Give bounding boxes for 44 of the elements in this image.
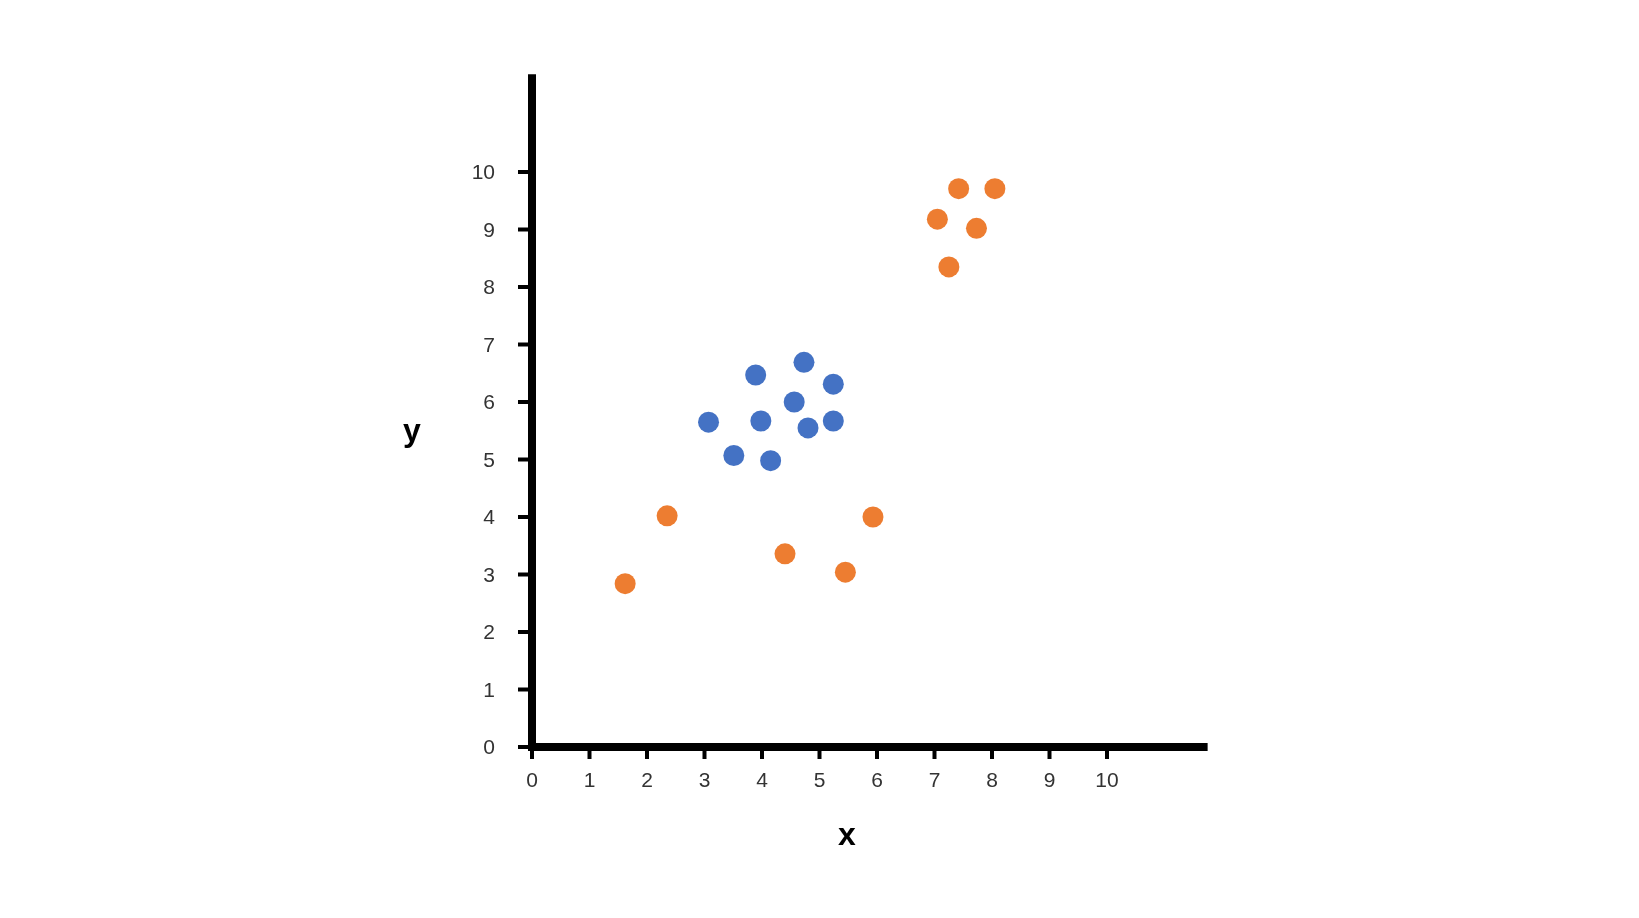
point xyxy=(745,364,767,386)
point xyxy=(926,208,948,230)
y-tick-label: 8 xyxy=(483,275,495,299)
point xyxy=(656,505,678,527)
y-tick-label: 0 xyxy=(483,735,495,759)
point xyxy=(822,410,844,432)
x-tick-label: 2 xyxy=(641,768,653,791)
x-tick-label: 9 xyxy=(1043,768,1056,791)
x-tick-label: 8 xyxy=(986,768,998,791)
x-tick-label: 1 xyxy=(583,768,596,791)
y-tick-label: 7 xyxy=(483,332,495,356)
y-tick-label: 1 xyxy=(483,677,495,701)
x-tick-label: 10 xyxy=(1095,768,1119,791)
y-tick-label: 5 xyxy=(483,447,495,471)
point xyxy=(723,444,745,466)
point xyxy=(938,256,960,278)
x-tick-label: 4 xyxy=(756,768,769,791)
point xyxy=(862,506,884,528)
x-tick-label: 3 xyxy=(698,768,711,791)
point xyxy=(984,178,1006,200)
y-tick-label: 9 xyxy=(483,217,495,241)
y-tick-label: 2 xyxy=(483,620,495,644)
point xyxy=(948,178,970,200)
x-tick-label: 5 xyxy=(813,768,826,791)
point xyxy=(797,417,819,439)
point xyxy=(760,450,782,472)
point xyxy=(698,411,720,433)
y-tick-label: 6 xyxy=(483,390,495,414)
y-axis-title: y xyxy=(403,411,422,448)
point xyxy=(750,410,772,432)
x-axis-title: x xyxy=(837,816,856,852)
point xyxy=(793,351,815,373)
y-tick-label: 3 xyxy=(483,562,495,586)
point xyxy=(783,391,805,413)
point xyxy=(822,373,844,395)
y-tick-label: 4 xyxy=(483,505,496,529)
x-tick-label: 7 xyxy=(928,768,941,791)
point xyxy=(614,573,636,595)
point xyxy=(965,217,987,239)
x-tick-label: 6 xyxy=(871,768,883,791)
point xyxy=(774,543,796,565)
point xyxy=(834,561,856,583)
y-tick-label: 10 xyxy=(471,160,495,184)
x-tick-label: 0 xyxy=(526,768,538,791)
